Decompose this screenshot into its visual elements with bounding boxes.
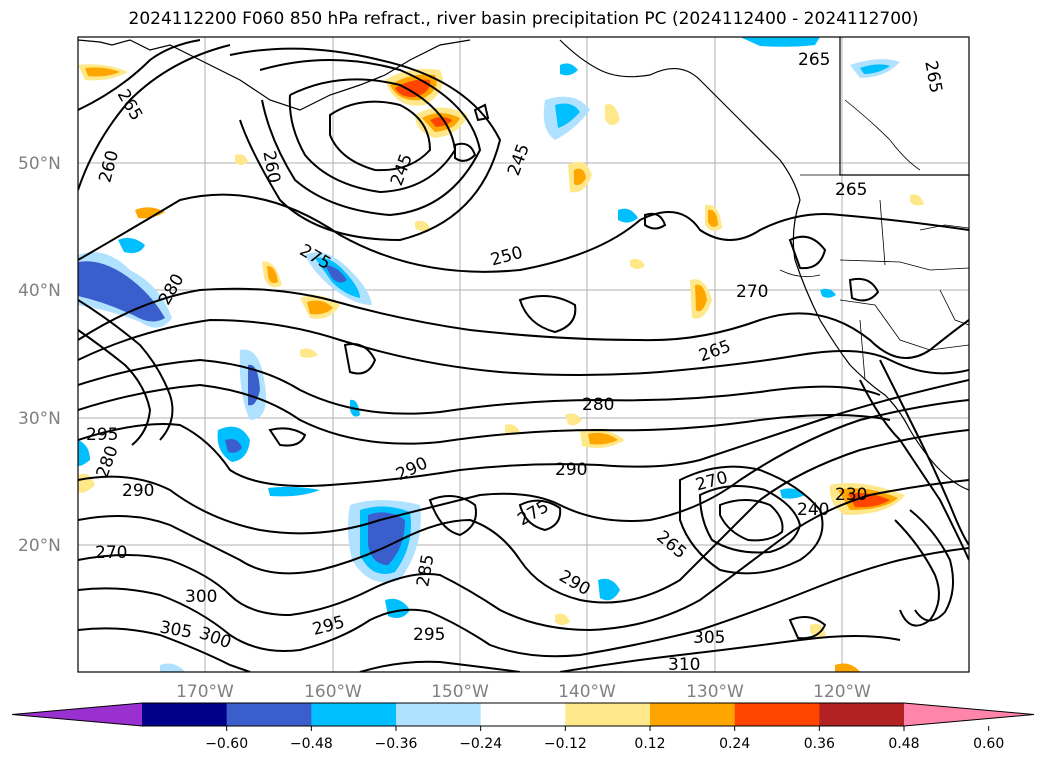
colorbar-segment bbox=[650, 703, 736, 726]
lon-label: 140°W bbox=[558, 682, 616, 702]
contour-label: 295 bbox=[413, 625, 445, 645]
colorbar-segment bbox=[819, 703, 905, 726]
colorbar-segment bbox=[142, 703, 228, 726]
gridlines bbox=[78, 37, 969, 672]
contour-label: 295 bbox=[86, 425, 118, 445]
colorbar-tick-label: 0.36 bbox=[804, 736, 835, 752]
colorbar-tick-label: 0.60 bbox=[973, 736, 1004, 752]
colorbar-segment bbox=[480, 703, 566, 726]
lon-label: 120°W bbox=[813, 682, 871, 702]
lon-label: 150°W bbox=[431, 682, 489, 702]
contour-label: 300 bbox=[185, 587, 217, 607]
colorbar-tick-label: −0.60 bbox=[205, 736, 248, 752]
colorbar-tick-label: −0.12 bbox=[544, 736, 587, 752]
lon-label: 170°W bbox=[176, 682, 234, 702]
contour-label: 290 bbox=[555, 460, 587, 480]
colorbar-segment bbox=[734, 703, 820, 726]
colorbar-segment bbox=[226, 703, 312, 726]
contour-label: 265 bbox=[798, 50, 830, 70]
colorbar-extend-min bbox=[12, 703, 142, 726]
contour-label: 265 bbox=[835, 180, 867, 200]
lat-label: 20°N bbox=[18, 536, 61, 556]
colorbar-segment bbox=[311, 703, 397, 726]
refractivity-contours bbox=[78, 39, 969, 672]
map-frame bbox=[77, 36, 970, 673]
colorbar-tick-label: 0.12 bbox=[634, 736, 665, 752]
lon-label: 130°W bbox=[686, 682, 744, 702]
colorbar-tick-label: −0.36 bbox=[375, 736, 418, 752]
contour-label: 290 bbox=[122, 481, 154, 501]
lat-label: 40°N bbox=[18, 281, 61, 301]
lat-label: 50°N bbox=[18, 154, 61, 174]
colorbar-tick-label: 0.48 bbox=[888, 736, 919, 752]
lon-label: 160°W bbox=[304, 682, 362, 702]
colorbar-extend-max bbox=[904, 703, 1034, 726]
contour-label: 280 bbox=[582, 395, 614, 415]
contour-label: 270 bbox=[95, 543, 127, 563]
contour-label: 270 bbox=[736, 282, 768, 302]
coastlines bbox=[78, 37, 969, 491]
colorbar: −0.60 −0.48 −0.36 −0.24 −0.12 0.12 0.24 0.36 0.4… bbox=[11, 702, 1035, 752]
colorbar-outline bbox=[11, 702, 1035, 727]
colorbar-segment bbox=[396, 703, 482, 726]
lat-label: 30°N bbox=[18, 409, 61, 429]
contour-label: 310 bbox=[668, 655, 700, 675]
colorbar-tick-label: −0.24 bbox=[459, 736, 502, 752]
contour-label: 240 bbox=[797, 500, 829, 520]
contour-label: 230 bbox=[835, 485, 867, 505]
map-title: 2024112200 F060 850 hPa refract., river … bbox=[128, 9, 919, 29]
colorbar-segment bbox=[565, 703, 651, 726]
map-area bbox=[78, 37, 969, 672]
colorbar-tick-label: −0.48 bbox=[290, 736, 333, 752]
contour-label: 305 bbox=[693, 628, 725, 648]
colorbar-tick-label: 0.24 bbox=[719, 736, 750, 752]
